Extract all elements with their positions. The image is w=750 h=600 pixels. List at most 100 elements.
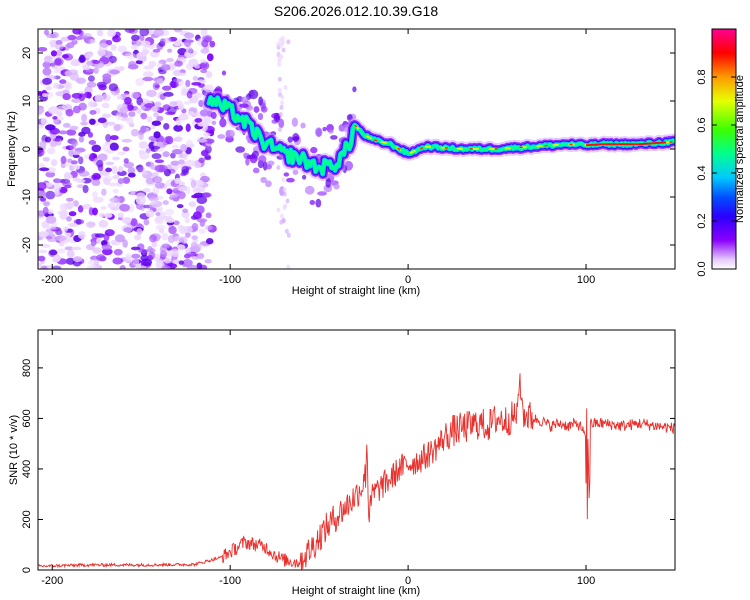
heatmap-cell: [211, 120, 217, 126]
heatmap-cell: [42, 77, 53, 85]
heatmap-cell: [171, 149, 183, 155]
heatmap-cell: [188, 201, 197, 207]
heatmap-cell: [67, 158, 73, 163]
heatmap-cell: [279, 105, 284, 111]
heatmap-cell: [45, 190, 56, 200]
heatmap-cell: [239, 103, 249, 108]
heatmap-cell: [136, 108, 142, 115]
heatmap-cell: [199, 62, 208, 68]
heatmap-cell: [191, 194, 200, 199]
heatmap-cell: [154, 159, 165, 164]
heatmap-cell: [166, 57, 174, 63]
heatmap-cell: [43, 29, 50, 36]
heatmap-cell: [122, 239, 128, 248]
heatmap-cell: [281, 217, 286, 223]
heatmap-y-tick-label: -10: [21, 189, 33, 205]
heatmap-cell: [276, 207, 281, 213]
heatmap-cell: [54, 187, 60, 196]
heatmap-cell: [101, 93, 111, 102]
heatmap-cell: [109, 197, 121, 204]
heatmap-cell: [109, 69, 120, 75]
heatmap-cell: [164, 218, 176, 223]
heatmap-cell: [45, 182, 53, 188]
heatmap-cell: [156, 206, 164, 212]
heatmap-cell: [123, 161, 135, 169]
heatmap-cell: [64, 70, 72, 77]
heatmap-cell: [178, 113, 189, 121]
heatmap-cell: [72, 105, 81, 114]
heatmap-cell: [163, 37, 172, 43]
heatmap-cell: [278, 118, 285, 129]
heatmap-cell: [140, 125, 147, 134]
snr-line-plot: [38, 373, 675, 570]
heatmap-cell: [143, 219, 150, 226]
heatmap-cell: [164, 208, 175, 216]
snr-x-tick-label: -200: [41, 575, 63, 587]
heatmap-cell: [81, 113, 88, 123]
heatmap-cell: [184, 217, 190, 224]
heatmap-cell: [195, 205, 205, 214]
heatmap-cell: [128, 111, 136, 118]
heatmap-cell: [45, 215, 57, 224]
heatmap-cell: [71, 246, 82, 251]
heatmap-cell: [159, 250, 168, 258]
heatmap-cell: [102, 175, 113, 183]
heatmap-cell: [65, 257, 76, 265]
heatmap-cell: [55, 235, 67, 241]
heatmap-cell: [185, 79, 191, 88]
heatmap-cell: [109, 135, 119, 141]
heatmap-cell: [127, 167, 136, 174]
heatmap-cell: [69, 165, 75, 171]
heatmap-cell: [96, 29, 104, 37]
heatmap-cell: [88, 207, 94, 216]
heatmap-cell: [50, 50, 58, 57]
heatmap-cell: [63, 82, 71, 89]
heatmap-cell: [50, 159, 58, 167]
heatmap-cell: [174, 136, 183, 142]
heatmap-cell: [59, 203, 69, 212]
heatmap-cell: [59, 79, 67, 84]
heatmap-cell: [205, 70, 213, 78]
heatmap-cell: [144, 102, 155, 109]
heatmap-cell: [276, 165, 281, 171]
heatmap-cell: [184, 39, 192, 48]
heatmap-cell: [119, 106, 129, 114]
heatmap-cell: [154, 164, 165, 173]
heatmap-cell: [94, 94, 104, 103]
heatmap-cell: [52, 115, 58, 120]
heatmap-cell: [92, 247, 102, 254]
heatmap-cell: [38, 167, 50, 172]
heatmap-cell: [161, 265, 171, 269]
heatmap-cell: [130, 44, 138, 50]
heatmap-plot: [38, 29, 675, 269]
heatmap-cell: [146, 116, 153, 123]
heatmap-cell: [82, 184, 89, 194]
heatmap-cell: [42, 61, 51, 69]
heatmap-cell: [140, 40, 151, 47]
heatmap-cell: [156, 115, 164, 122]
heatmap-cell: [173, 235, 184, 243]
heatmap-cell: [76, 179, 86, 184]
heatmap-cell: [130, 91, 140, 99]
heatmap-cell: [198, 157, 205, 164]
heatmap-cell: [148, 196, 160, 202]
heatmap-cell: [174, 177, 180, 185]
heatmap-cell: [68, 148, 75, 157]
heatmap-cell: [52, 82, 60, 89]
heatmap-cell: [112, 257, 123, 265]
heatmap-cell: [102, 73, 112, 80]
heatmap-cell: [181, 236, 188, 245]
heatmap-cell: [151, 153, 162, 160]
heatmap-cell: [150, 200, 158, 205]
heatmap-cell: [171, 144, 179, 149]
heatmap-x-tick-label: 0: [405, 274, 411, 286]
heatmap-cell: [155, 224, 166, 231]
heatmap-cell: [136, 164, 144, 173]
heatmap-cell: [127, 63, 139, 70]
heatmap-cell: [152, 81, 160, 91]
heatmap-cell: [78, 56, 86, 64]
heatmap-cell: [115, 111, 122, 121]
heatmap-cell: [96, 254, 106, 262]
heatmap-x-tick-label: -100: [219, 274, 241, 286]
